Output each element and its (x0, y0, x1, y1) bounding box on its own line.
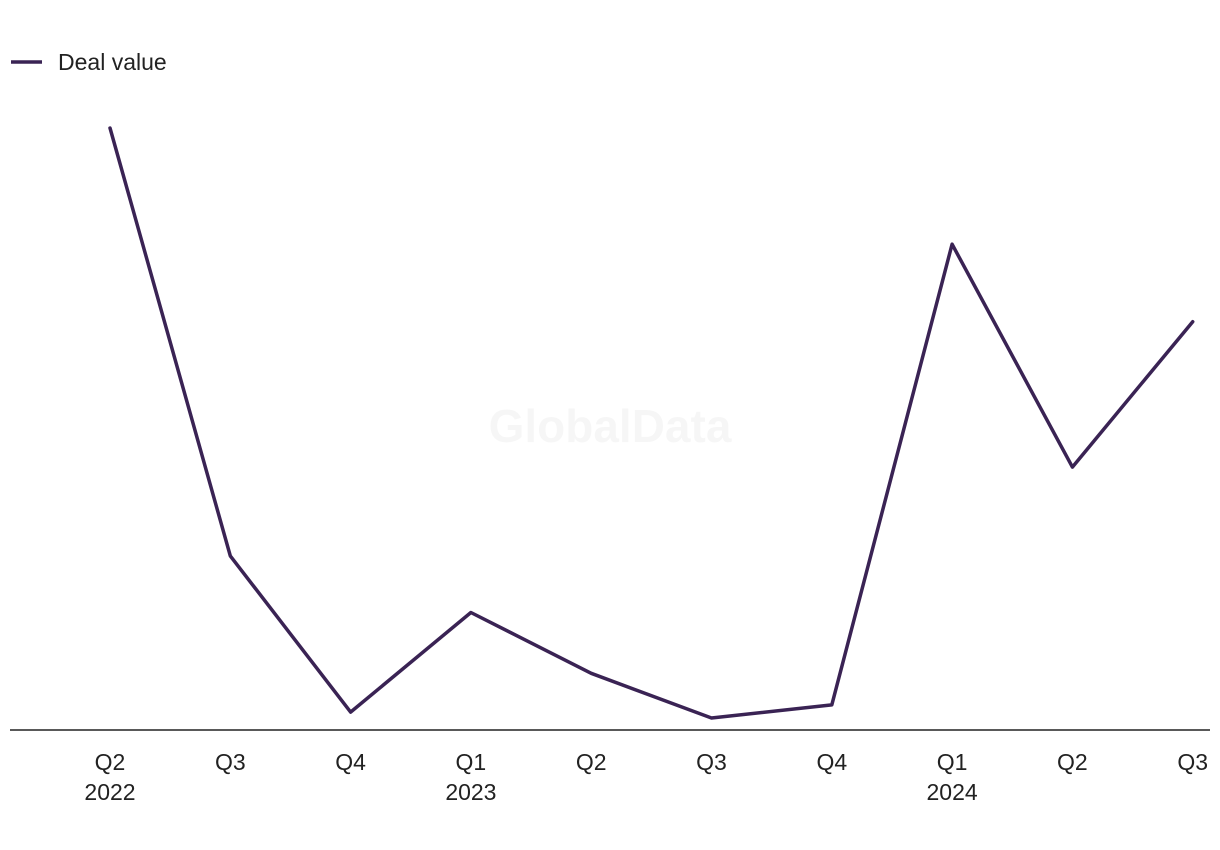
watermark: GlobalData (489, 400, 732, 452)
x-tick-year-label: 2024 (927, 779, 978, 805)
x-tick-label: Q2 (576, 749, 607, 775)
x-axis-tick-labels: Q2 2022 Q3 Q4 Q1 2023 Q2 Q3 Q4 Q1 2024 Q2 Q3 (84, 749, 1208, 805)
legend: Deal value (11, 49, 167, 75)
x-tick-label: Q3 (696, 749, 727, 775)
x-tick-label: Q4 (335, 749, 366, 775)
x-tick-label: Q4 (816, 749, 847, 775)
x-tick-label: Q3 (1177, 749, 1208, 775)
x-tick-label: Q1 (937, 749, 968, 775)
x-tick-label: Q1 (456, 749, 487, 775)
x-tick-label: Q2 (1057, 749, 1088, 775)
x-tick-year-label: 2023 (445, 779, 496, 805)
series-lines (108, 126, 1195, 720)
x-tick-year-label: 2022 (84, 779, 135, 805)
legend-label: Deal value (58, 49, 167, 75)
series-line-0 (108, 126, 1195, 720)
x-tick-label: Q2 (95, 749, 126, 775)
x-tick-label: Q3 (215, 749, 246, 775)
